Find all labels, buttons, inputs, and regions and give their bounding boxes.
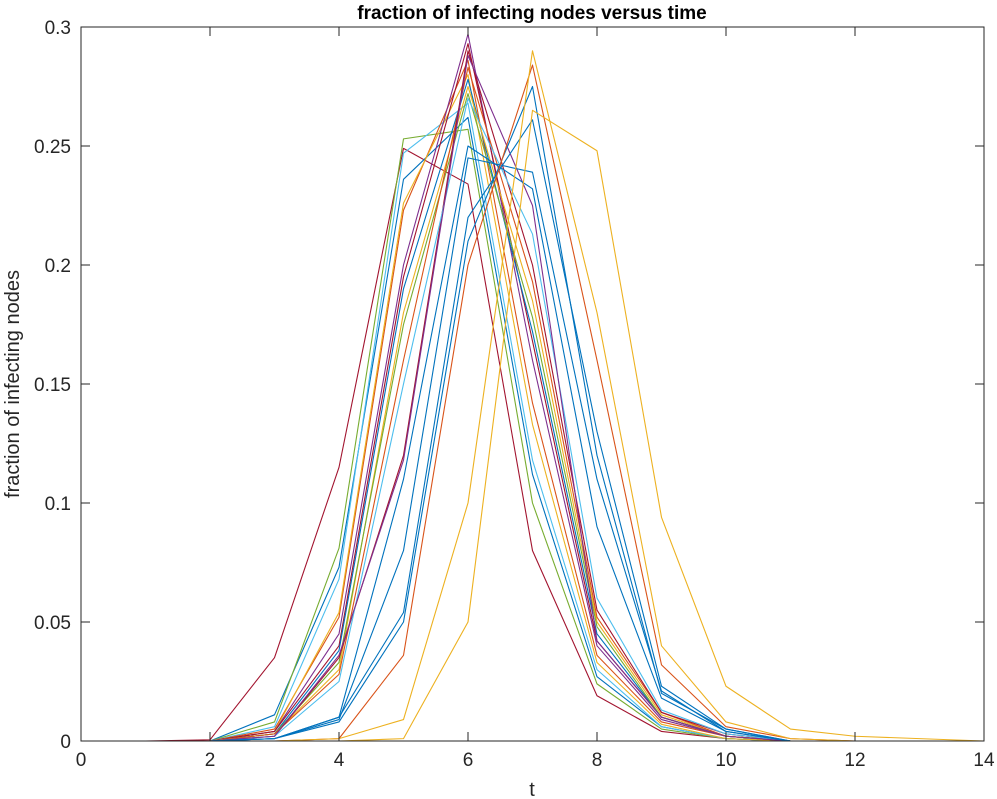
y-tick-label: 0.05: [34, 613, 71, 634]
y-tick-label: 0.1: [45, 494, 71, 515]
x-tick-label: 6: [463, 750, 474, 771]
x-tick-label: 0: [76, 750, 87, 771]
x-tick-label: 10: [715, 750, 736, 771]
x-axis-label: t: [529, 779, 535, 799]
x-tick-label: 12: [844, 750, 865, 771]
y-tick-label: 0: [60, 732, 71, 753]
y-tick-label: 0.2: [45, 256, 71, 277]
y-axis: 0 0.05 0.1 0.15 0.2 0.25 0.3: [34, 18, 984, 753]
x-tick-label: 2: [205, 750, 216, 771]
y-tick-label: 0.3: [45, 18, 71, 39]
x-tick-label: 4: [334, 750, 345, 771]
x-tick-label: 14: [973, 750, 995, 771]
y-axis-label: fraction of infecting nodes: [2, 270, 24, 498]
chart-title: fraction of infecting nodes versus time: [357, 3, 706, 24]
y-tick-label: 0.25: [34, 137, 71, 158]
y-tick-label: 0.15: [34, 375, 71, 396]
x-tick-label: 8: [592, 750, 603, 771]
x-axis: 0 2 4 6 8 10 12 14: [76, 27, 995, 771]
